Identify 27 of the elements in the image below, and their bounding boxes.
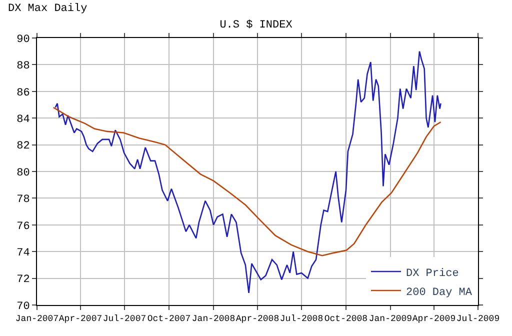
x-tick-label: Jul-2009 (456, 314, 500, 324)
x-tick-label: Oct-2007 (147, 314, 191, 324)
legend-label: DX Price (406, 268, 459, 280)
legend-label: 200 Day MA (406, 286, 472, 299)
y-tick-label: 70 (16, 300, 30, 313)
y-tick-label: 82 (16, 140, 30, 153)
line-series (52, 106, 442, 256)
text: DX Max Daily (8, 3, 88, 15)
x-tick-label: Jul-2007 (102, 314, 146, 324)
y-tick-label: 76 (16, 220, 30, 233)
x-tick-label: Jan-2007 (15, 314, 59, 324)
y-tick-label: 80 (16, 167, 30, 180)
y-tick-label: 78 (16, 194, 30, 206)
x-tick-label: Apr-2008 (236, 314, 280, 324)
x-tick-label: Oct-2008 (324, 314, 368, 324)
y-tick-label: 74 (16, 247, 30, 260)
x-tick-label: Jan-2008 (192, 314, 236, 324)
x-tick-label: Apr-2007 (58, 314, 102, 324)
x-tick-label: Jul-2008 (280, 314, 324, 324)
chart-title: U.S $ INDEX (220, 19, 293, 32)
y-tick-label: 84 (16, 114, 30, 126)
y-tick-label: 72 (16, 274, 30, 286)
y-tick-label: 90 (16, 34, 30, 46)
y-tick-label: 88 (16, 60, 30, 73)
x-tick-label: Jan-2009 (368, 314, 412, 324)
y-tick-label: 86 (16, 87, 30, 100)
x-tick-label: Apr-2009 (412, 314, 456, 324)
